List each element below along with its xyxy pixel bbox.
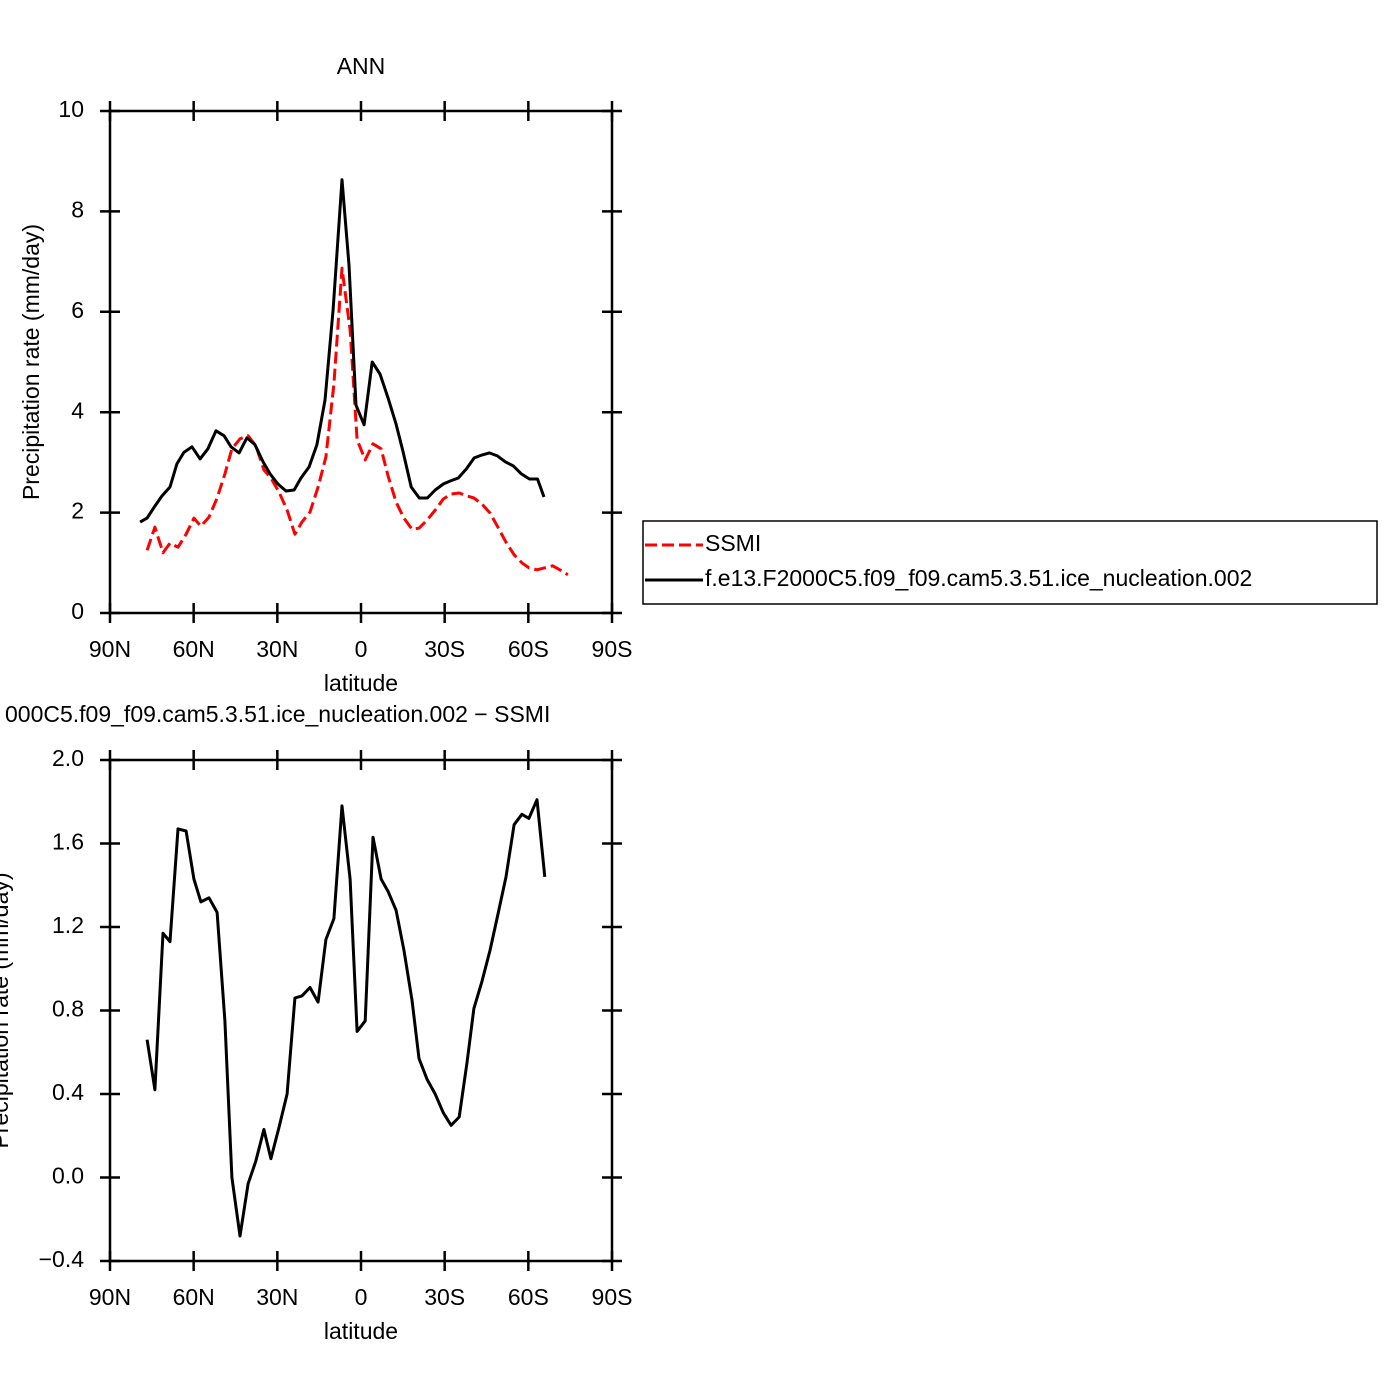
- y-tick-label: 2: [71, 498, 84, 524]
- x-tick-label: 90N: [89, 636, 131, 662]
- panel: ANN latitude Precipitation rate (mm/day) 0 2…: [18, 53, 1378, 696]
- legend-label: f.e13.F2000C5.f09_f09.cam5.3.51.ice_nucl…: [705, 565, 1252, 591]
- x-tick-label: 60S: [508, 636, 549, 662]
- x-tick-label: 60N: [173, 636, 215, 662]
- y-tick-label: 6: [71, 297, 84, 323]
- x-tick-label: 90N: [89, 1284, 131, 1310]
- x-tick-label: 30S: [424, 636, 465, 662]
- y-tick-label: 1.6: [52, 829, 84, 855]
- y-tick-label: 2.0: [52, 745, 84, 771]
- x-tick-label: 30N: [256, 636, 298, 662]
- legend-label: SSMI: [705, 530, 761, 556]
- legend-box: [642, 520, 1378, 605]
- y-axis-label: Precipitation rate (mm/day): [0, 872, 13, 1148]
- y-tick-label: 4: [71, 397, 84, 423]
- y-tick-label: 0: [71, 598, 84, 624]
- x-axis-label: latitude: [324, 1318, 398, 1344]
- x-tick-label: 30N: [256, 1284, 298, 1310]
- x-tick-label: 0: [355, 1284, 368, 1310]
- y-tick-label: 10: [58, 96, 84, 122]
- plot-frame: [108, 758, 614, 1263]
- series-line: [139, 178, 546, 524]
- y-tick-label: 0.0: [52, 1163, 84, 1189]
- x-tick-label: 0: [355, 636, 368, 662]
- y-tick-label: 0.8: [52, 996, 84, 1022]
- x-axis-label: latitude: [324, 670, 398, 696]
- chart-title: 000C5.f09_f09.cam5.3.51.ice_nucleation.0…: [5, 701, 550, 727]
- y-tick-label: −0.4: [39, 1246, 85, 1272]
- y-axis-label: Precipitation rate (mm/day): [18, 224, 44, 500]
- x-tick-label: 60S: [508, 1284, 549, 1310]
- series-line: [145, 798, 547, 1238]
- x-tick-label: 60N: [173, 1284, 215, 1310]
- x-tick-label: 90S: [592, 636, 633, 662]
- x-tick-label: 30S: [424, 1284, 465, 1310]
- y-tick-label: 1.2: [52, 912, 84, 938]
- y-tick-label: 0.4: [52, 1079, 84, 1105]
- y-tick-label: 8: [71, 196, 84, 222]
- chart-title: ANN: [337, 53, 386, 79]
- legend: SSMI f.e13.F2000C5.f09_f09.cam5.3.51.ice_…: [642, 520, 1378, 605]
- series-line: [145, 266, 569, 577]
- panel: 000C5.f09_f09.cam5.3.51.ice_nucleation.0…: [0, 701, 632, 1344]
- x-tick-label: 90S: [592, 1284, 633, 1310]
- plot-frame: [108, 109, 614, 615]
